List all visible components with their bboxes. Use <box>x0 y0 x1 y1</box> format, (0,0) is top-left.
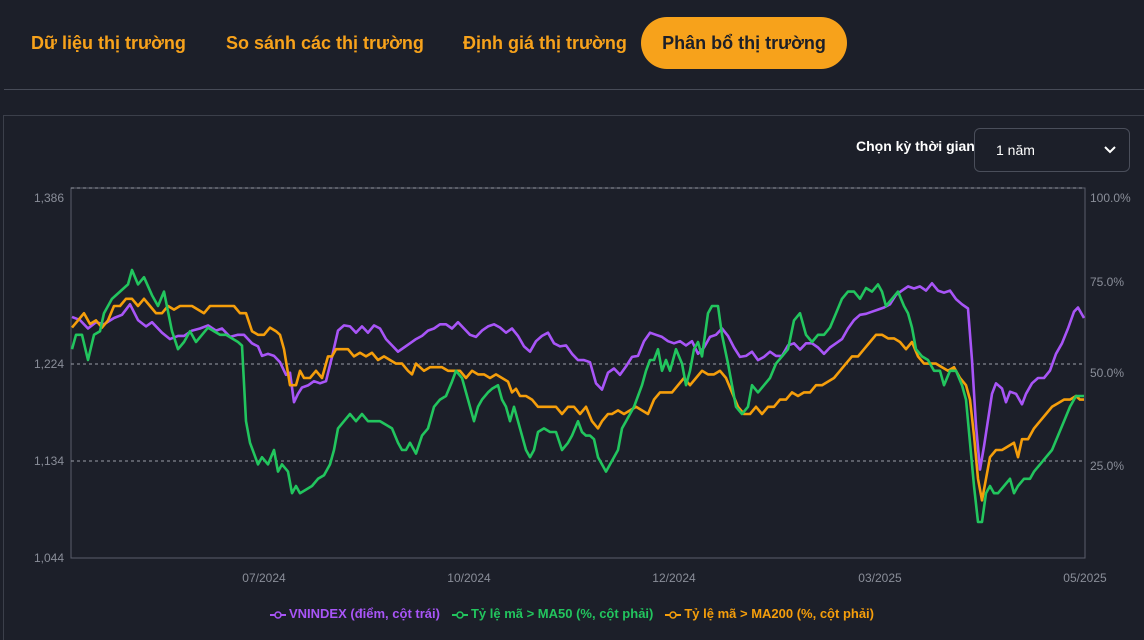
right-axis-tick: 50.0% <box>1090 366 1124 380</box>
tab-market-distribution[interactable]: Phân bổ thị trường <box>641 17 847 69</box>
tab-bar: Dữ liệu thị trường So sánh các thị trườn… <box>0 0 1144 90</box>
left-axis-tick: 1,386 <box>34 191 64 205</box>
chart-panel <box>3 115 1144 640</box>
period-label: Chọn kỳ thời gian <box>856 138 975 154</box>
period-select[interactable]: 1 năm <box>974 128 1130 172</box>
left-axis-tick: 1,224 <box>34 357 64 371</box>
plot-area <box>70 187 1086 559</box>
x-axis-tick: 07/2024 <box>242 571 286 585</box>
right-axis-tick: 25.0% <box>1090 459 1124 473</box>
series-line-ma50 <box>70 268 1084 524</box>
right-axis-tick: 75.0% <box>1090 275 1124 289</box>
legend-label: Tỷ lệ mã > MA200 (%, cột phải) <box>684 606 874 621</box>
x-axis-tick: 05/2025 <box>1063 571 1107 585</box>
chevron-down-icon <box>1104 146 1116 154</box>
tab-market-valuation[interactable]: Định giá thị trường <box>463 33 627 53</box>
legend-item-ma200[interactable]: Tỷ lệ mã > MA200 (%, cột phải) <box>665 606 874 621</box>
legend-marker-icon <box>665 610 682 619</box>
left-axis-tick: 1,044 <box>34 551 64 565</box>
legend-marker-icon <box>451 610 468 619</box>
x-axis-tick: 10/2024 <box>447 571 491 585</box>
legend-label: VNINDEX (điểm, cột trái) <box>288 606 440 621</box>
tab-divider <box>4 89 1144 90</box>
series-line-vnindex <box>71 281 1086 471</box>
period-select-value: 1 năm <box>996 142 1035 158</box>
tab-compare-markets[interactable]: So sánh các thị trường <box>226 33 424 53</box>
legend-marker-icon <box>269 610 286 619</box>
x-axis-tick: 12/2024 <box>652 571 696 585</box>
left-axis-tick: 1,134 <box>34 454 64 468</box>
legend-label: Tỷ lệ mã > MA50 (%, cột phải) <box>470 606 654 621</box>
series-line-ma200 <box>71 297 1084 502</box>
tab-market-data[interactable]: Dữ liệu thị trường <box>31 33 186 53</box>
x-axis-tick: 03/2025 <box>858 571 902 585</box>
legend-item-vnindex[interactable]: VNINDEX (điểm, cột trái) <box>269 606 440 621</box>
chart-legend: VNINDEX (điểm, cột trái) Tỷ lệ mã > MA50 … <box>0 606 1144 621</box>
right-axis-tick: 100.0% <box>1090 191 1131 205</box>
legend-item-ma50[interactable]: Tỷ lệ mã > MA50 (%, cột phải) <box>451 606 654 621</box>
